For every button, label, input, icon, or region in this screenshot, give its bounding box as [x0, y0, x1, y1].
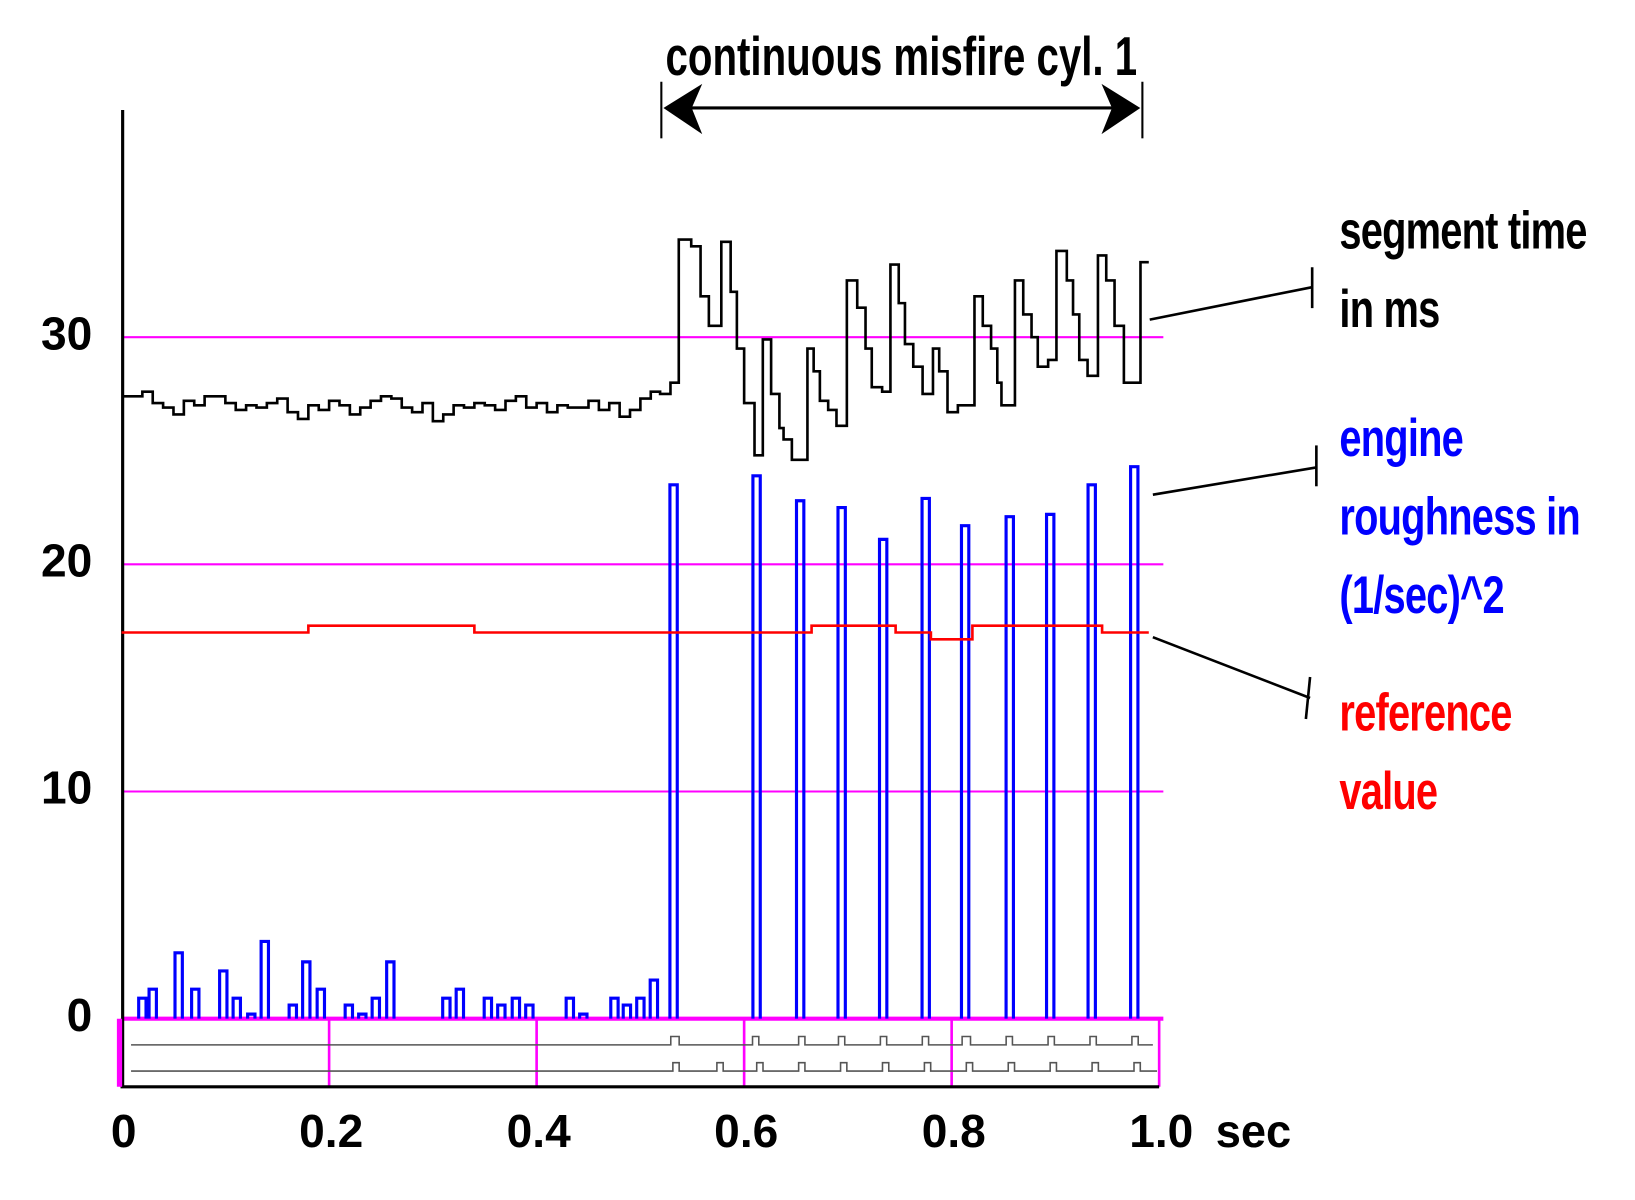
- spike: [218, 969, 229, 1019]
- signal-trace: [131, 1035, 1153, 1046]
- leader-lines: [1149, 267, 1318, 720]
- spike: [496, 1003, 507, 1019]
- x-tick-label: 0.6: [714, 1105, 778, 1157]
- spike: [259, 939, 271, 1019]
- leader-cap: [1304, 676, 1312, 720]
- spike: [343, 1003, 355, 1019]
- signal-traces: [131, 1035, 1158, 1072]
- spike: [564, 996, 576, 1019]
- spike: [920, 496, 931, 1019]
- y-tick-label: 10: [41, 762, 92, 814]
- spike: [1004, 515, 1015, 1019]
- spike: [287, 1003, 299, 1019]
- series-label-box: reference value: [1339, 683, 1512, 821]
- spike: [370, 996, 382, 1019]
- series-label-box: engine roughness in (1/sec)^2: [1339, 408, 1580, 625]
- x-axis-label: sec: [1216, 1105, 1291, 1157]
- spike: [231, 996, 243, 1019]
- spike: [301, 960, 312, 1019]
- spike: [635, 996, 646, 1019]
- spike: [441, 996, 452, 1019]
- spike: [147, 987, 158, 1019]
- x-tick-label: 0.2: [299, 1105, 363, 1157]
- spike: [190, 987, 201, 1019]
- arrow-head: [663, 83, 703, 135]
- x-tick-label: 0: [111, 1105, 137, 1157]
- spike: [454, 987, 466, 1019]
- leader-line: [1149, 285, 1313, 321]
- spike: [621, 1003, 633, 1019]
- grid-layer: 0 10 20 30 0 0.2 0.4 0.6 0.8 1.0: [41, 307, 1193, 1157]
- spike: [385, 960, 396, 1019]
- spike: [648, 978, 660, 1019]
- spike: [357, 1012, 368, 1019]
- data-layer: [121, 238, 1149, 1019]
- spike: [578, 1012, 589, 1019]
- spike: [877, 537, 889, 1019]
- spike: [482, 996, 494, 1019]
- annotation-arrow: [660, 81, 1144, 139]
- spike: [1129, 465, 1140, 1019]
- spike: [1044, 512, 1056, 1019]
- spike: [609, 996, 620, 1019]
- spike: [1086, 483, 1097, 1019]
- leader-line: [1152, 466, 1317, 496]
- spike: [794, 499, 806, 1019]
- arrow-head: [1101, 83, 1141, 135]
- series-line: [121, 624, 1149, 641]
- spike: [524, 1003, 535, 1019]
- legend-entry: engine roughness in (1/sec)^2: [1339, 408, 1580, 625]
- y-tick-label: 0: [67, 989, 93, 1041]
- spike: [836, 505, 847, 1019]
- x-tick-label: 0.4: [507, 1105, 571, 1157]
- x-tick-label: 1.0: [1129, 1105, 1193, 1157]
- spike: [173, 951, 184, 1019]
- series-line: [121, 238, 1149, 462]
- spike: [751, 474, 762, 1019]
- leader-line: [1152, 635, 1311, 700]
- spike: [315, 987, 327, 1019]
- series-label-box: segment time in ms: [1339, 201, 1587, 339]
- y-tick-label: 20: [41, 535, 92, 587]
- y-tick-label: 30: [41, 307, 92, 359]
- spike: [959, 524, 971, 1019]
- legend-entry: segment time in ms: [1339, 201, 1587, 339]
- spike: [510, 996, 522, 1019]
- legend-entry: reference value: [1339, 683, 1512, 821]
- spike: [668, 483, 679, 1019]
- x-tick-label: 0.8: [922, 1105, 986, 1157]
- spike: [137, 996, 148, 1019]
- spike: [246, 1012, 257, 1019]
- annotation: continuous misfire cyl. 1: [666, 26, 1138, 87]
- signal-trace: [131, 1061, 1158, 1072]
